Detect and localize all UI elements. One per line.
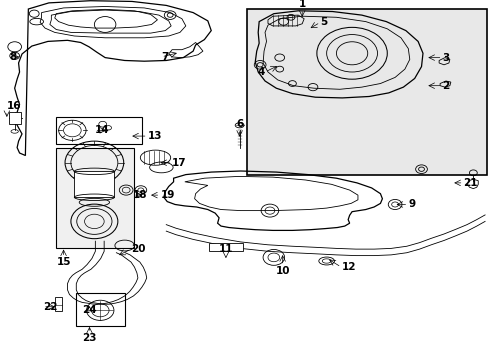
Bar xyxy=(9,112,21,124)
Text: 4: 4 xyxy=(257,67,264,77)
Bar xyxy=(55,297,62,311)
Text: 13: 13 xyxy=(147,131,162,141)
Text: 8: 8 xyxy=(10,52,17,62)
Text: 23: 23 xyxy=(82,333,97,343)
Bar xyxy=(76,293,124,326)
Text: 19: 19 xyxy=(160,190,174,200)
Text: 1: 1 xyxy=(298,0,305,9)
Text: 24: 24 xyxy=(82,305,97,315)
Text: 15: 15 xyxy=(56,257,71,267)
Text: 22: 22 xyxy=(43,302,58,312)
Text: 9: 9 xyxy=(407,199,415,210)
Text: 7: 7 xyxy=(161,52,168,62)
Text: 11: 11 xyxy=(218,244,233,254)
Bar xyxy=(56,117,142,144)
Text: 5: 5 xyxy=(320,17,327,27)
Text: 14: 14 xyxy=(94,125,109,135)
Text: 2: 2 xyxy=(442,81,449,91)
Bar xyxy=(246,9,486,175)
Text: 12: 12 xyxy=(341,262,355,272)
Text: 10: 10 xyxy=(275,266,289,276)
Text: 21: 21 xyxy=(463,178,477,188)
Bar xyxy=(56,148,134,248)
Text: 17: 17 xyxy=(172,158,186,168)
Text: 18: 18 xyxy=(133,190,147,200)
Bar xyxy=(209,243,242,251)
Text: 6: 6 xyxy=(236,119,243,129)
Text: 16: 16 xyxy=(7,101,21,111)
Bar xyxy=(74,171,114,197)
Text: 3: 3 xyxy=(442,53,449,63)
Text: 20: 20 xyxy=(131,244,145,254)
